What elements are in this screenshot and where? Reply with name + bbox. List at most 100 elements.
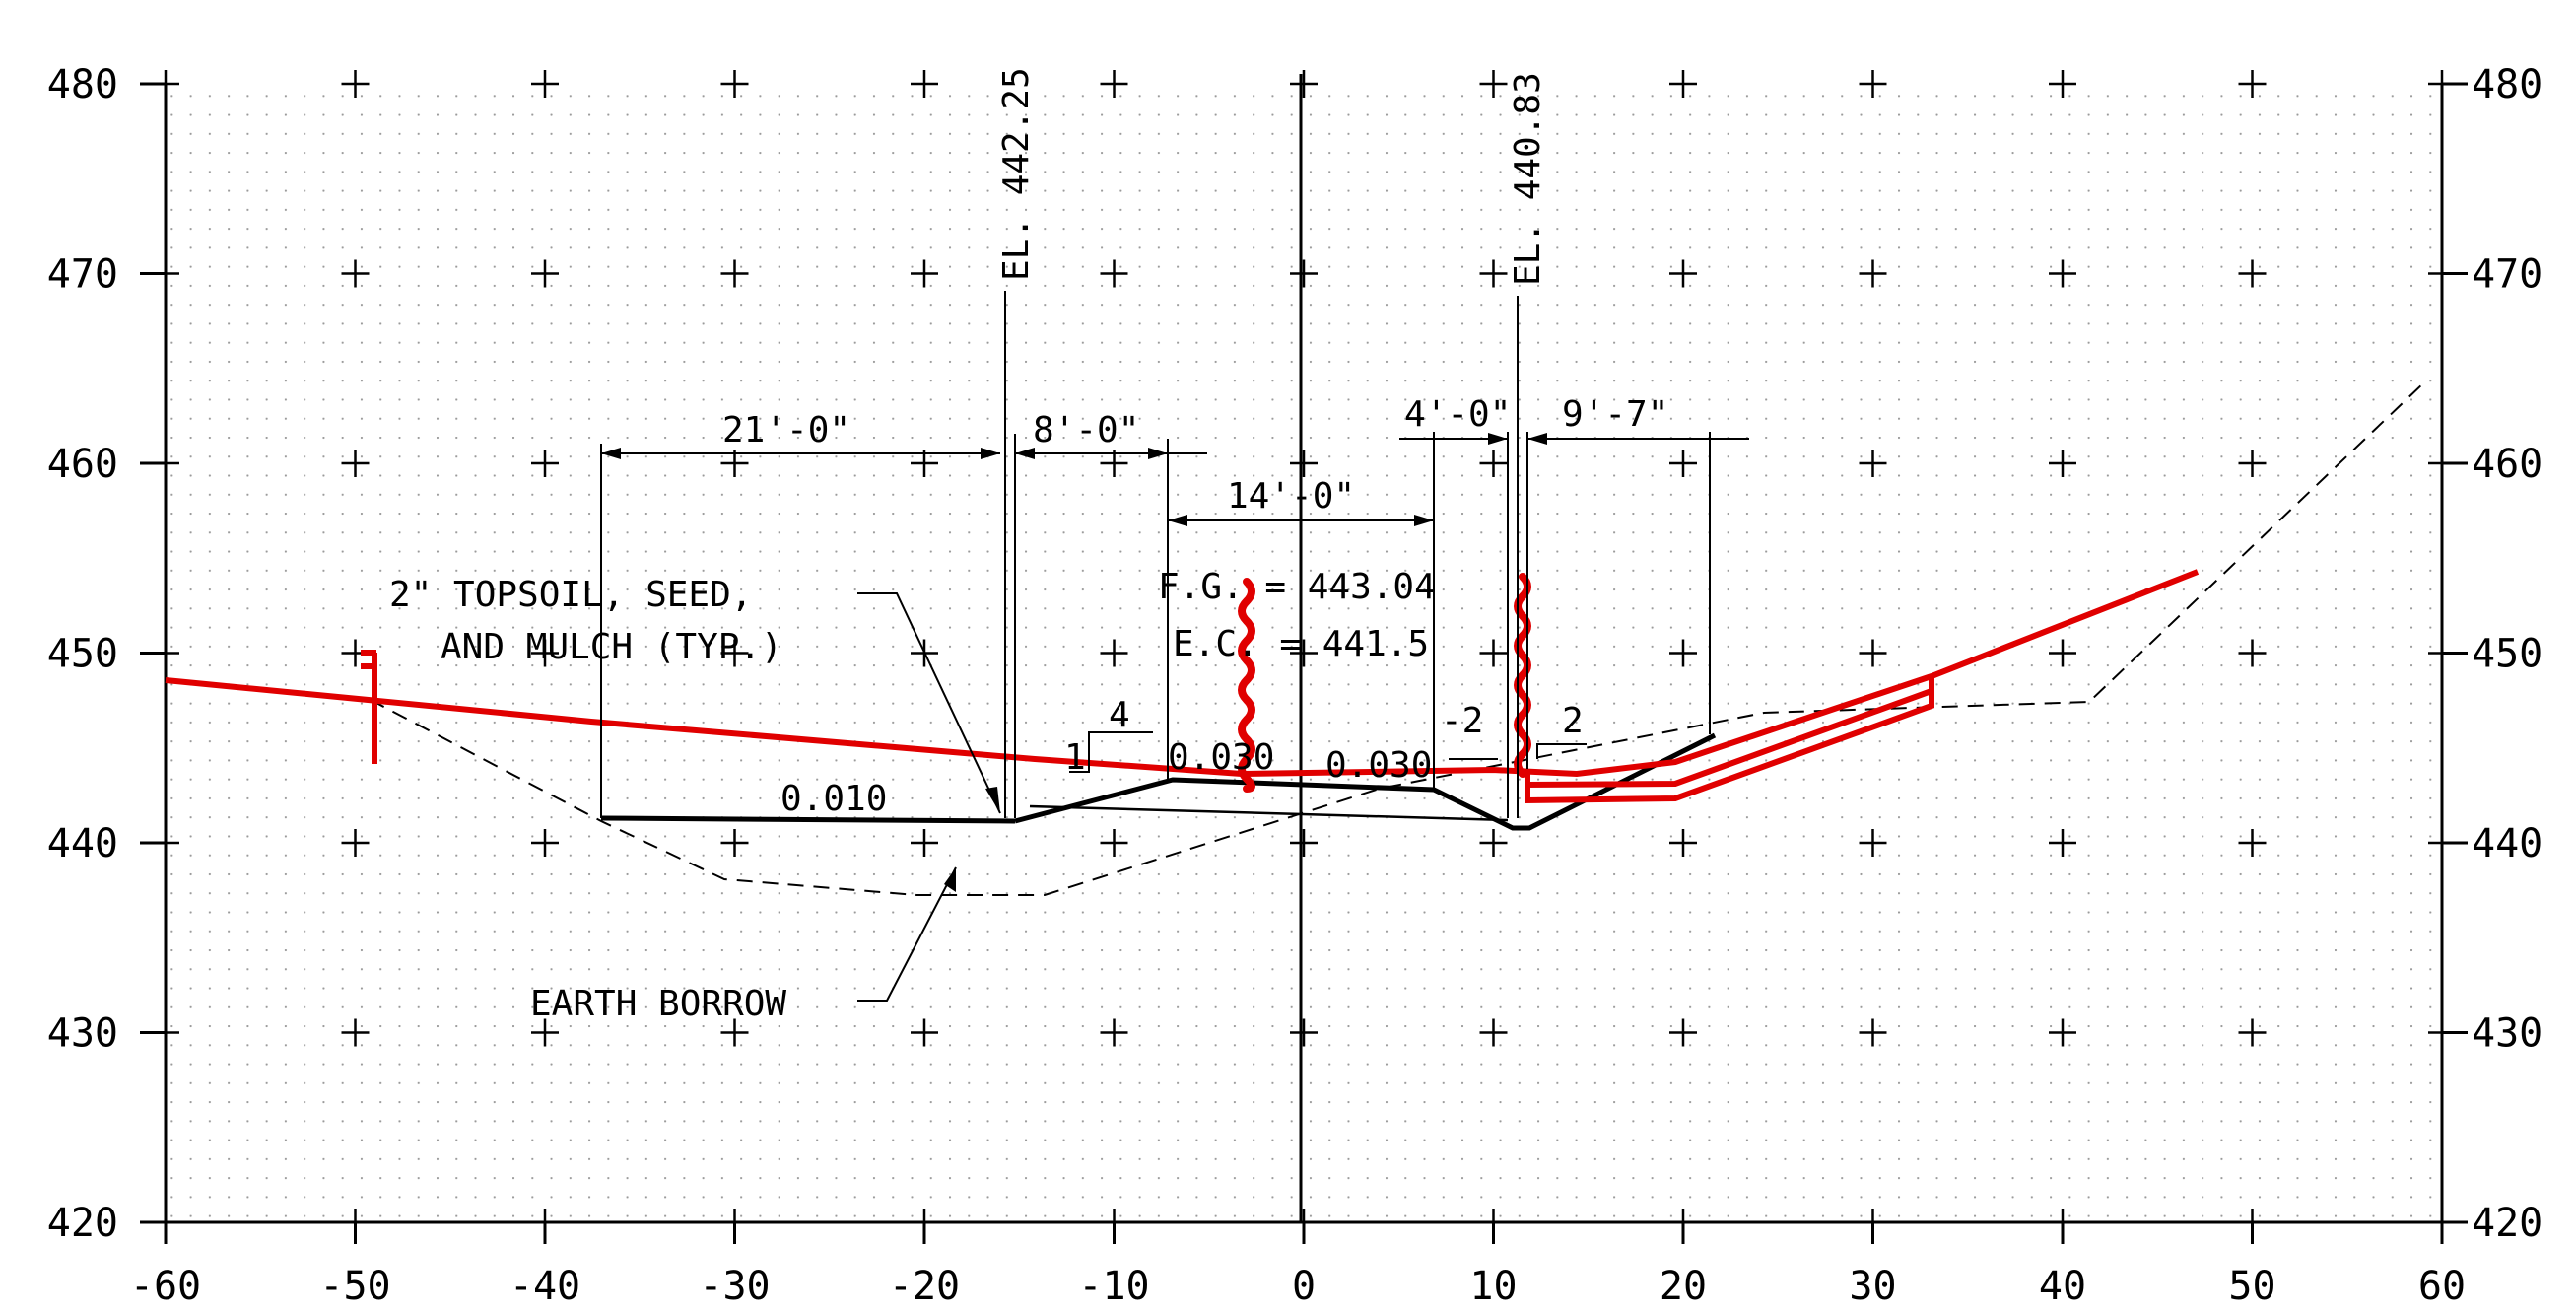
dimension-4ft: 4'-0"	[1404, 394, 1511, 435]
y-tick-label-right: 420	[2472, 1201, 2542, 1246]
grid-plus-mark	[2238, 259, 2267, 288]
dimension-lines	[600, 291, 1749, 1002]
grid-plus-mark	[1669, 1018, 1697, 1047]
grid-plus-mark	[2049, 259, 2076, 288]
y-tick-label-left: 420	[47, 1201, 118, 1246]
grid-plus-mark	[1859, 639, 1887, 667]
grid-plus-mark	[1290, 70, 1318, 98]
x-tick-label: 40	[2039, 1264, 2086, 1309]
cross-slope-left: 0.010	[780, 779, 887, 819]
grid-plus-mark	[720, 639, 749, 667]
grid-plus-mark	[2049, 829, 2076, 857]
earth-borrow-note: EARTH BORROW	[530, 984, 786, 1024]
y-tick-label-left: 430	[47, 1011, 118, 1057]
y-tick-label-left: 450	[47, 632, 118, 677]
red-inner-line-lower	[1525, 691, 1934, 804]
grid-plus-mark	[1479, 259, 1508, 288]
red-inner-line-upper	[1525, 676, 1934, 789]
grid-plus-mark	[531, 259, 559, 288]
grid-plus-mark	[720, 70, 749, 98]
grid-plus-mark	[1669, 70, 1697, 98]
existing-ground-red	[165, 569, 2200, 804]
cross-slope-right: 0.030	[1325, 745, 1432, 786]
grid-plus-mark	[1479, 70, 1508, 98]
elevation-left: EL. 442.25	[996, 67, 1037, 281]
y-tick-label-left: 470	[47, 252, 118, 298]
subgrade-line	[1029, 804, 1509, 822]
grid-plus-mark	[531, 829, 559, 857]
topsoil-note-line2: AND MULCH (TYP.)	[441, 627, 782, 667]
grid-plus-mark	[1100, 829, 1128, 857]
grid-plus-mark	[341, 259, 370, 288]
grid-plus-mark	[2238, 450, 2267, 477]
grid-plus-mark	[1859, 1018, 1887, 1047]
grid-plus-mark	[2049, 1018, 2076, 1047]
grid-plus-mark	[1100, 1018, 1128, 1047]
grid-plus-mark	[341, 829, 370, 857]
slope-ratio-neg2: -2	[1441, 701, 1483, 741]
y-tick-label-left: 460	[47, 442, 118, 487]
grid-plus-mark	[1479, 639, 1508, 667]
grid-plus-mark	[720, 1018, 749, 1047]
grid-plus-mark	[1479, 829, 1508, 857]
x-tick-label: -20	[889, 1264, 960, 1309]
topsoil-note-line1: 2" TOPSOIL, SEED,	[389, 575, 752, 615]
grid-plus-mark	[1479, 450, 1508, 477]
y-axis-right-tick-labels: 480 470 460 450 440 430 420	[2442, 62, 2542, 1246]
grid-plus-mark	[341, 450, 370, 477]
grid-plus-mark	[1859, 450, 1887, 477]
grid-plus-mark	[1859, 259, 1887, 288]
y-axis-left-tick-labels: 480 470 460 450 440 430 420	[47, 62, 166, 1246]
grid-plus-mark	[341, 1018, 370, 1047]
grid-plus-mark	[2238, 639, 2267, 667]
proposed-grade-left	[600, 815, 1016, 824]
y-tick-label-right: 450	[2472, 632, 2542, 677]
grid-plus-mark	[1859, 829, 1887, 857]
slope-ratio-1: 1	[1064, 737, 1086, 778]
grid-plus-mark	[2049, 639, 2076, 667]
x-tick-label: -50	[319, 1264, 390, 1309]
cross-slope-mid: 0.030	[1168, 737, 1274, 778]
x-tick-label: 0	[1292, 1264, 1316, 1309]
x-tick-label: 10	[1469, 1264, 1517, 1309]
grid-plus-mark	[531, 1018, 559, 1047]
grid-plus-mark	[1100, 639, 1128, 667]
proposed-foreslope	[1014, 732, 1717, 831]
grid-plus-mark	[1290, 829, 1318, 857]
grid-plus-mark	[1669, 639, 1697, 667]
x-tick-label: 50	[2228, 1264, 2275, 1309]
slope-ratio-2: 2	[1562, 701, 1584, 741]
dimension-arrowheads	[601, 433, 1547, 892]
slope-ratio-4: 4	[1109, 695, 1130, 735]
y-tick-label-right: 470	[2472, 252, 2542, 298]
grid-plus-mark	[2049, 70, 2076, 98]
grid-plus-mark	[1669, 450, 1697, 477]
x-tick-label: -30	[699, 1264, 770, 1309]
grid-plus-mark	[531, 639, 559, 667]
x-tick-label: -40	[509, 1264, 580, 1309]
dimension-21ft: 21'-0"	[722, 410, 850, 450]
y-tick-label-right: 460	[2472, 442, 2542, 487]
grid-plus-mark	[1669, 259, 1697, 288]
proposed-section	[600, 732, 1717, 831]
grid-plus-mark	[1290, 1018, 1318, 1047]
grid-plus-mark	[1290, 639, 1318, 667]
y-tick-label-right: 480	[2472, 62, 2542, 107]
grid-plus-mark	[341, 70, 370, 98]
y-tick-label-left: 440	[47, 821, 118, 866]
grid-plus-mark	[911, 259, 938, 288]
dimension-9ft-7in: 9'-7"	[1562, 394, 1668, 435]
dimension-8ft: 8'-0"	[1033, 410, 1139, 450]
grid-plus-mark	[911, 829, 938, 857]
grid-plus-mark	[2238, 829, 2267, 857]
grid-plus-mark	[1100, 259, 1128, 288]
grid-plus-mark	[720, 259, 749, 288]
x-tick-label: 30	[1849, 1264, 1896, 1309]
finished-grade-label: F.G. = 443.04	[1158, 567, 1436, 607]
dimension-14ft: 14'-0"	[1227, 476, 1355, 517]
grid-plus-mark	[1290, 450, 1318, 477]
y-tick-label-right: 440	[2472, 821, 2542, 866]
grid-plus-mark	[2049, 450, 2076, 477]
elevation-right: EL. 440.83	[1508, 72, 1548, 286]
y-tick-label-right: 430	[2472, 1011, 2542, 1057]
